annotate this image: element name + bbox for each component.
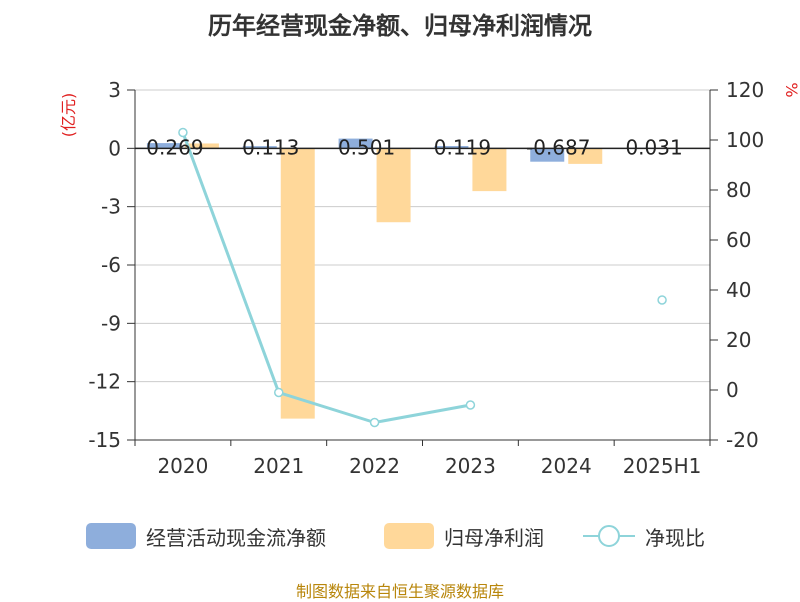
- legend-label-ratio: 净现比: [645, 525, 705, 550]
- legend-item-ratio[interactable]: 净现比: [583, 516, 705, 556]
- bar-cash-2024: [530, 148, 565, 162]
- left-tick-label: -12: [88, 370, 121, 394]
- data-label-cash-2024: -0.687: [526, 135, 590, 159]
- bar-profit-2024: [568, 148, 603, 164]
- category-label: 2021: [253, 454, 304, 478]
- right-tick-label: 80: [726, 178, 751, 202]
- bar-profit-2023: [472, 148, 507, 192]
- data-label-cash-2025H1: 0.031: [625, 135, 682, 159]
- right-tick-label: 40: [726, 278, 751, 302]
- data-label-cash-2022: 0.501: [338, 135, 395, 159]
- legend-swatch-cash: [86, 523, 136, 549]
- ratio-point-2023: [465, 400, 476, 410]
- legend-label-cash: 经营活动现金流净额: [146, 525, 326, 550]
- right-tick-label: 20: [726, 328, 751, 352]
- ratio-point-2022: [369, 417, 380, 428]
- right-tick-label: 60: [726, 228, 751, 252]
- left-tick-label: 3: [108, 78, 121, 102]
- bar-cash-2020: [146, 143, 181, 149]
- right-tick-label: -20: [726, 428, 759, 452]
- bar-profit-2022: [376, 148, 411, 223]
- legend-swatch-profit: [384, 523, 434, 549]
- right-tick-label: 100: [726, 128, 764, 152]
- category-label: 2023: [445, 454, 496, 478]
- left-axis-unit: (亿元): [59, 93, 78, 138]
- left-tick-label: -15: [88, 428, 121, 452]
- data-source: 制图数据来自恒生聚源数据库: [295, 582, 504, 601]
- data-label-cash-2021: 0.113: [242, 135, 299, 159]
- ratio-point-2020: [178, 127, 188, 138]
- category-label: 2025H1: [623, 454, 702, 478]
- left-tick-label: -9: [101, 311, 121, 335]
- legend-label-profit: 归母净利润: [444, 525, 544, 550]
- bar-cash-2021: [242, 146, 277, 149]
- left-tick-label: -3: [101, 195, 121, 219]
- right-tick-label: 120: [726, 78, 764, 102]
- bar-cash-2022: [338, 138, 373, 149]
- category-label: 2024: [541, 454, 592, 478]
- legend: 经营活动现金流净额 归母净利润 净现比: [0, 516, 800, 556]
- ratio-point-2021: [274, 387, 284, 398]
- left-tick-label: -6: [101, 253, 121, 277]
- bar-cash-2023: [434, 146, 469, 149]
- bar-profit-2020: [184, 143, 219, 149]
- chart-title: 历年经营现金净额、归母净利润情况: [208, 12, 592, 40]
- bar-profit-2021: [280, 148, 315, 419]
- legend-item-profit[interactable]: 归母净利润: [384, 516, 544, 556]
- left-tick-label: 0: [108, 136, 121, 160]
- category-label: 2020: [157, 454, 208, 478]
- legend-swatch-ratio: [583, 523, 635, 549]
- ratio-line: [181, 131, 471, 425]
- right-tick-label: 0: [726, 378, 739, 402]
- ratio-point-2025H1: [657, 295, 667, 305]
- data-label-cash-2023: 0.119: [434, 135, 491, 159]
- category-label: 2022: [349, 454, 400, 478]
- right-axis-unit: %: [782, 82, 800, 97]
- legend-item-cash[interactable]: 经营活动现金流净额: [86, 516, 326, 556]
- data-label-cash-2020: 0.269: [146, 135, 203, 159]
